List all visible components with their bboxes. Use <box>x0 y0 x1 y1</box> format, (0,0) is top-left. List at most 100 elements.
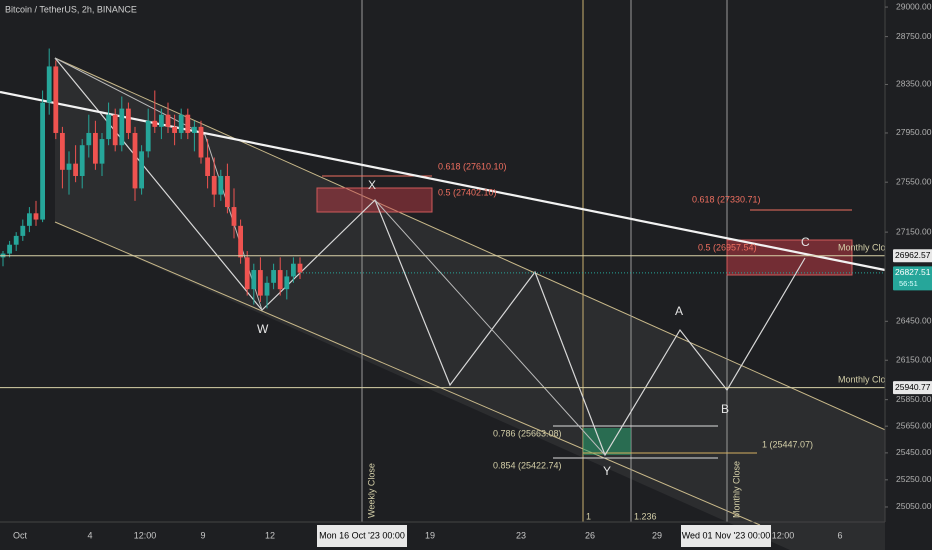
candle-body <box>284 276 290 290</box>
candle-body <box>205 157 210 176</box>
x-tick-label: Mon 16 Oct '23 00:00 <box>319 530 405 540</box>
annotation: 1 <box>586 511 591 521</box>
x-tick-highlight <box>317 525 407 547</box>
candle-body <box>211 175 217 195</box>
x-tick-label: 4 <box>87 530 92 540</box>
candle-body <box>159 114 164 127</box>
annotation: C <box>801 235 810 249</box>
candle-body <box>258 270 263 296</box>
candle-body <box>225 175 230 208</box>
candle-body <box>79 145 85 176</box>
x-tick-label: 26 <box>585 530 595 540</box>
candle-body <box>20 225 26 236</box>
candle-body <box>165 114 171 127</box>
y-tick-label: 28350.00 <box>896 79 932 89</box>
price-label-box <box>893 381 932 395</box>
fib-zone <box>726 239 853 276</box>
price-label-box <box>893 249 932 263</box>
candle-body <box>244 257 250 290</box>
y-tick-label: 27150.00 <box>896 226 932 236</box>
x-tick-label: Oct <box>13 530 28 540</box>
drawings <box>0 0 891 550</box>
x-tick-label: 12:00 <box>772 530 795 540</box>
x-tick-label: Wed 01 Nov '23 00:00 <box>682 530 771 540</box>
candle-body <box>231 207 237 226</box>
candle-body <box>112 114 118 146</box>
x-tick-label: 23 <box>516 530 526 540</box>
x-tick-label: 12:00 <box>134 530 157 540</box>
y-tick-label: 28750.00 <box>896 31 932 41</box>
candle-body <box>271 270 276 283</box>
candle-body <box>198 126 204 158</box>
y-tick-label: 25850.00 <box>896 394 932 404</box>
annotation: W <box>257 322 269 336</box>
y-tick-label: 25450.00 <box>896 447 932 457</box>
candle-body <box>53 66 59 133</box>
countdown: 56:51 <box>899 279 918 288</box>
wave-path <box>374 199 606 456</box>
candle-body <box>152 120 158 127</box>
candle-body <box>99 139 105 164</box>
candle-body <box>46 66 52 103</box>
price-label: 26827.51 <box>895 267 931 277</box>
x-tick-label: 9 <box>200 530 205 540</box>
annotation: X <box>368 178 376 192</box>
x-tick-label: 6 <box>837 530 842 540</box>
candle-body <box>93 132 98 164</box>
annotation: 1.236 <box>634 511 657 521</box>
candle-body <box>7 244 12 254</box>
y-tick-label: 26450.00 <box>896 316 932 326</box>
candle-body <box>139 151 144 189</box>
x-tick-label: 19 <box>425 530 435 540</box>
y-tick-label: 25650.00 <box>896 420 932 430</box>
candle-body <box>145 120 151 152</box>
annotation: 0.5 (27402.10) <box>438 187 497 197</box>
channel-lower <box>54 221 761 526</box>
annotation: 0.618 (27330.71) <box>692 194 761 204</box>
y-tick-label: 26150.00 <box>896 354 932 364</box>
candle-body <box>264 282 270 296</box>
candle-body <box>172 126 177 133</box>
annotation: B <box>721 402 729 416</box>
candle-body <box>218 175 224 195</box>
candle-body <box>277 270 283 290</box>
price-label-box <box>893 266 932 291</box>
annotation: 0.854 (25422.74) <box>493 460 562 470</box>
candle-body <box>132 132 138 189</box>
y-tick-label: 25250.00 <box>896 474 932 484</box>
target-zone <box>583 428 631 455</box>
candle-body <box>27 213 32 226</box>
candle-body <box>178 114 184 133</box>
annotation: Y <box>603 464 611 478</box>
chart-title: Bitcoin / TetherUS, 2h, BINANCE <box>5 4 137 14</box>
candle-body <box>106 114 111 140</box>
channel <box>55 58 890 550</box>
annotation: 0.786 (25663.08) <box>493 428 562 438</box>
annotation: Monthly Close <box>731 461 741 518</box>
candle-body <box>297 263 303 273</box>
candle-body <box>66 163 72 170</box>
candle-body <box>185 114 191 133</box>
candle-body <box>119 108 125 146</box>
y-tick-label: 27550.00 <box>896 176 932 186</box>
candle-body <box>126 108 131 133</box>
annotation: 0.5 (26957.54) <box>698 242 757 252</box>
candle-body <box>251 270 257 290</box>
y-tick-label: 27950.00 <box>896 127 932 137</box>
candle-body <box>291 263 296 277</box>
annotation: Monthly Close <box>838 242 895 252</box>
candle-body <box>60 132 65 170</box>
channel-upper <box>54 57 891 433</box>
candle-body <box>40 102 45 220</box>
candle-body <box>238 225 243 258</box>
annotation: 0.618 (27610.10) <box>438 161 507 171</box>
candle-body <box>73 163 78 176</box>
x-tick-label: 29 <box>652 530 662 540</box>
price-label: 25940.77 <box>895 382 931 392</box>
candle-body <box>13 235 19 245</box>
annotation: Weekly Close <box>366 463 376 518</box>
annotation: Monthly Close <box>838 374 895 384</box>
annotation: A <box>675 304 683 318</box>
candle-body <box>192 126 197 133</box>
